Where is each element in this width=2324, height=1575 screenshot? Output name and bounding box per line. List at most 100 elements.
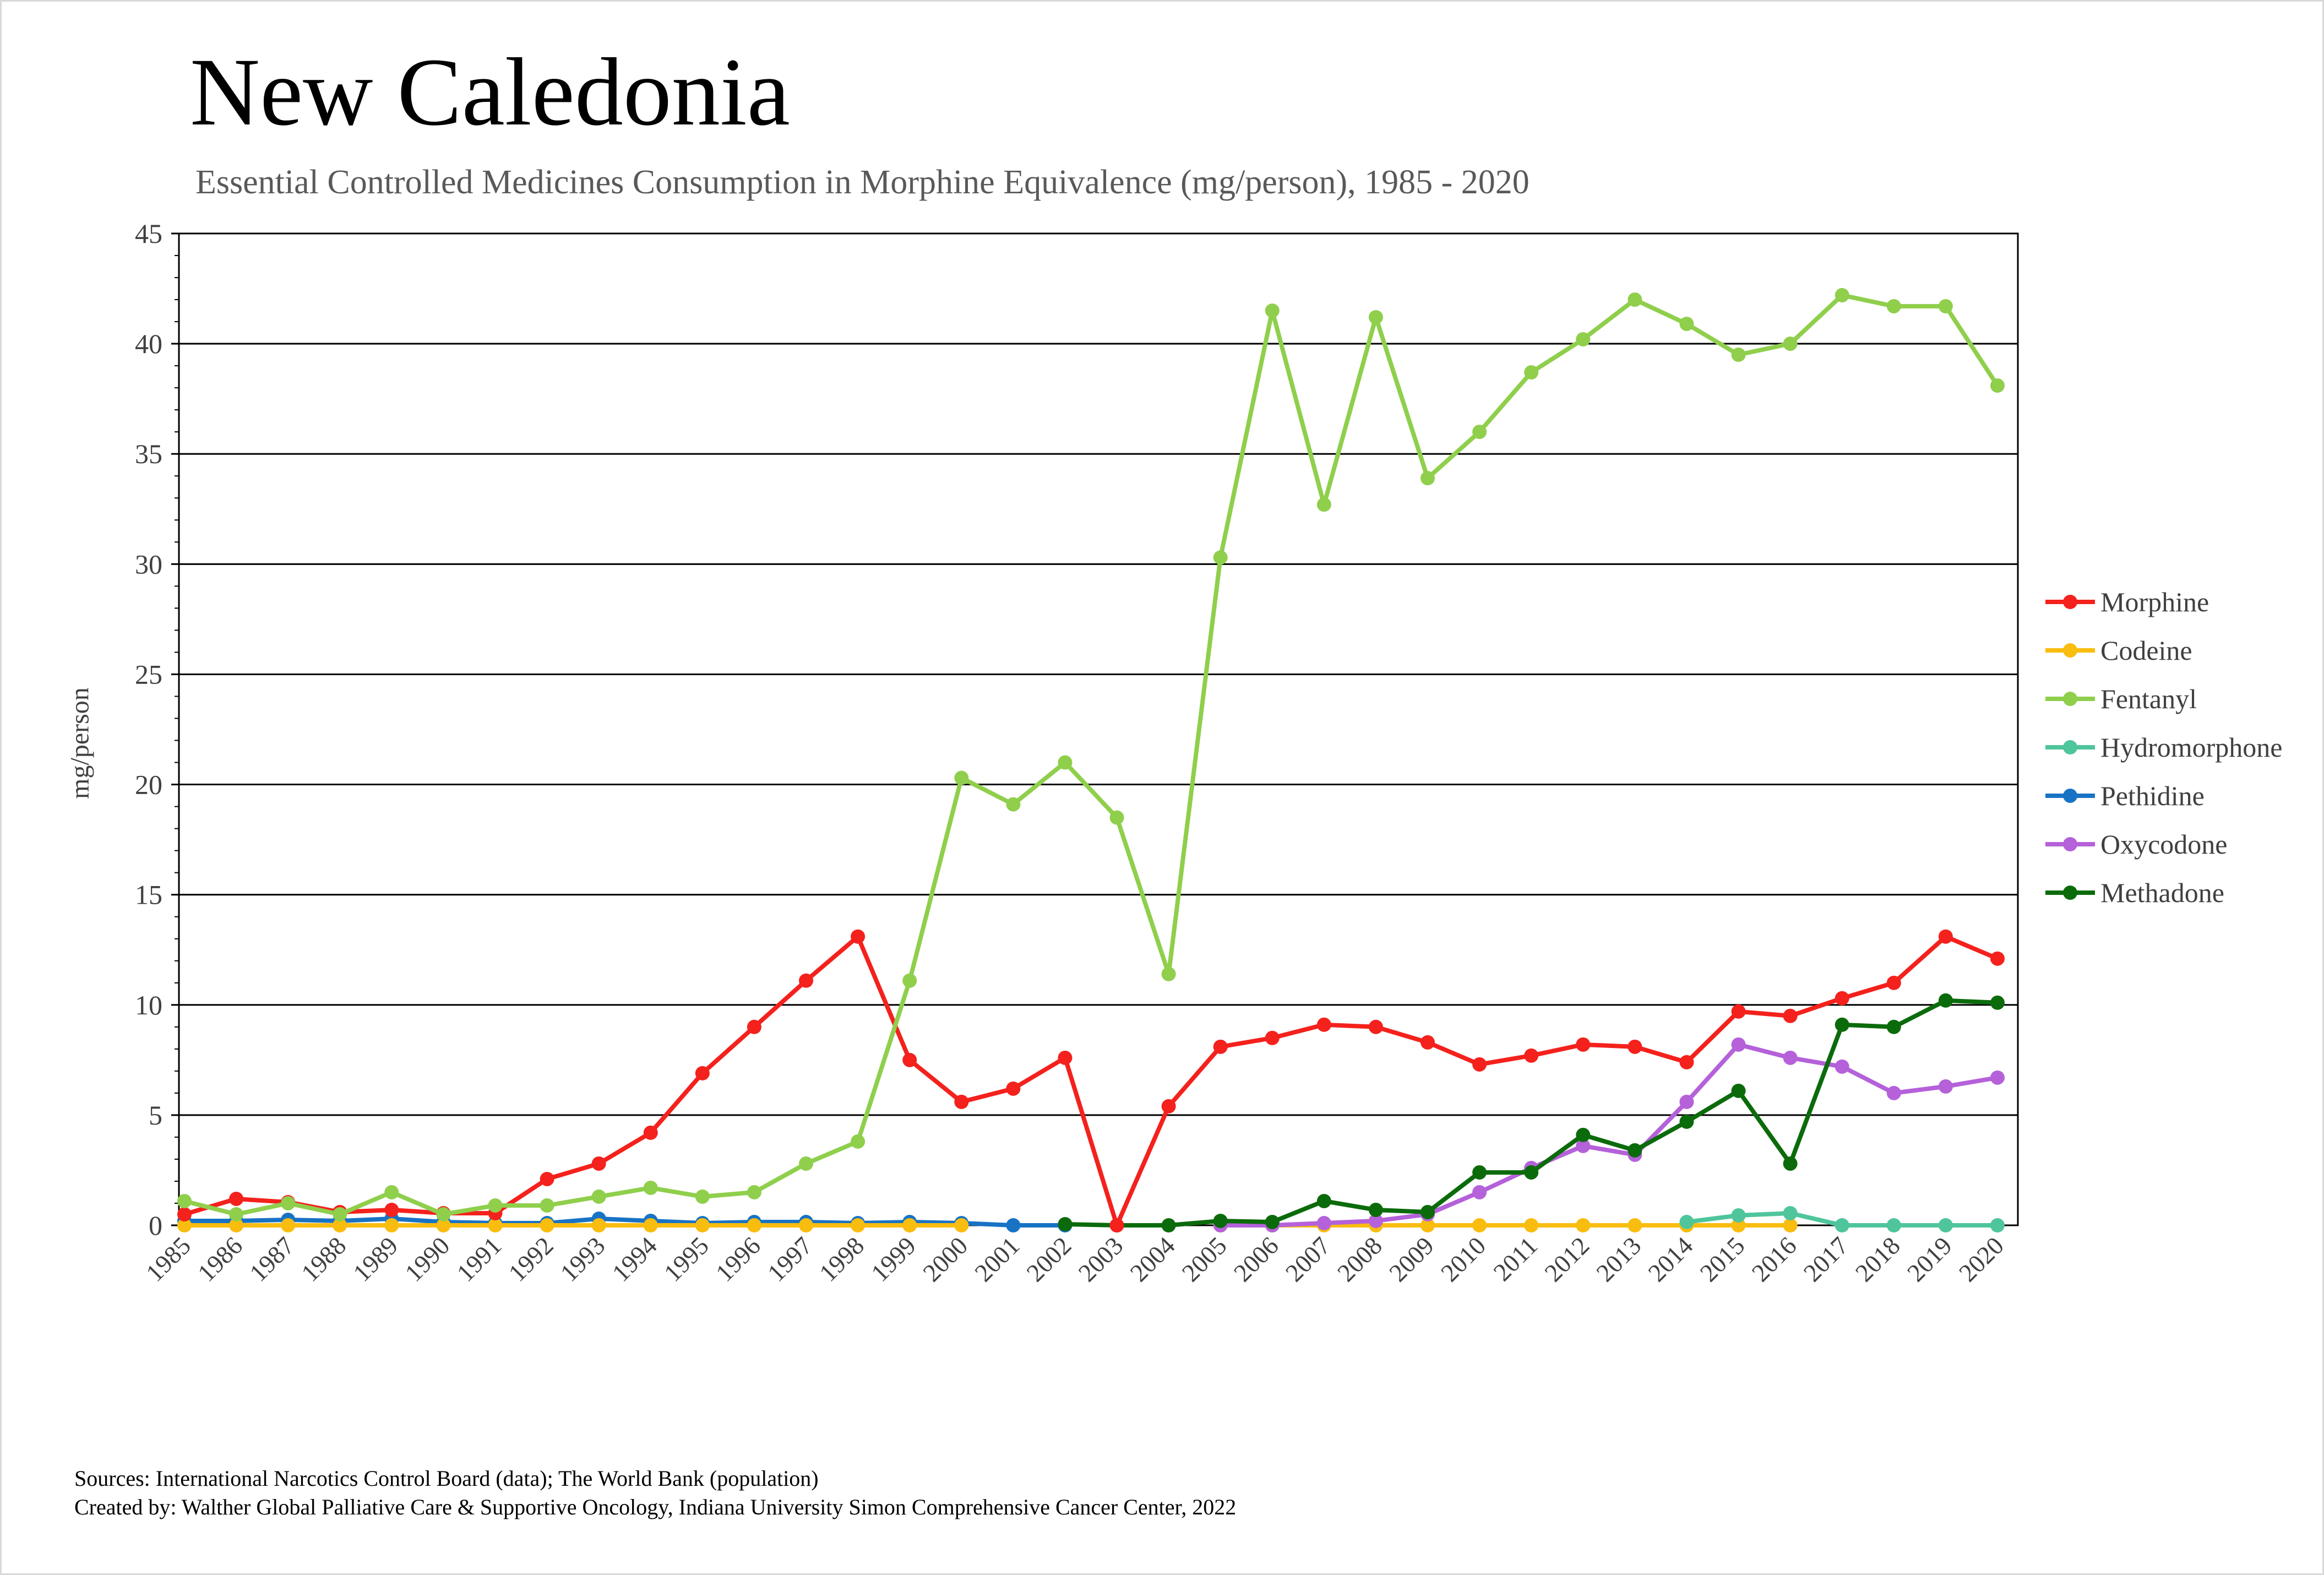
data-point-fentanyl [954, 770, 969, 785]
data-point-morphine [540, 1171, 554, 1186]
series-methadone [1058, 993, 2005, 1232]
y-tick-label: 0 [149, 1210, 162, 1241]
data-point-oxycodone [1576, 1138, 1591, 1153]
x-tick-label: 2009 [1384, 1231, 1439, 1287]
gridlines [171, 232, 2019, 1232]
chart-subtitle: Essential Controlled Medicines Consumpti… [195, 164, 1530, 201]
data-point-methadone [1938, 993, 1953, 1008]
data-point-fentanyl [436, 1207, 451, 1221]
data-point-fentanyl [1265, 303, 1280, 318]
legend: Morphine Codeine Fentanyl Hydromorphone Peth… [2045, 586, 2283, 908]
data-point-fentanyl [488, 1198, 503, 1213]
chart-title: New Caledonia [190, 39, 790, 146]
data-point-fentanyl [1472, 425, 1487, 439]
legend-label-pethidine: Pethidine [2100, 780, 2205, 811]
data-point-methadone [1679, 1114, 1694, 1129]
data-point-fentanyl [177, 1193, 192, 1208]
x-tick-label: 2014 [1642, 1231, 1698, 1287]
data-point-codeine [333, 1218, 347, 1232]
data-point-codeine [1524, 1218, 1539, 1232]
plot-area-border [178, 232, 2019, 1226]
data-point-methadone [1265, 1214, 1280, 1229]
y-tick-label: 10 [135, 990, 162, 1020]
data-point-morphine [177, 1207, 192, 1221]
data-point-fentanyl [1576, 332, 1591, 347]
legend-label-morphine: Morphine [2100, 586, 2209, 617]
data-point-morphine [902, 1052, 917, 1067]
data-point-codeine [1783, 1218, 1798, 1232]
data-point-oxycodone [1679, 1094, 1694, 1109]
series-morphine [177, 929, 2005, 1232]
data-point-morphine [1886, 975, 1901, 990]
data-point-fentanyl [1109, 810, 1124, 825]
data-point-methadone [1058, 1216, 1073, 1231]
legend-swatch-marker [2063, 740, 2077, 754]
x-tick-label: 2020 [1953, 1231, 2009, 1287]
data-point-methadone [1368, 1202, 1383, 1217]
data-point-methadone [1213, 1213, 1228, 1228]
data-point-fentanyl [1213, 550, 1228, 565]
data-point-codeine [1576, 1218, 1591, 1232]
data-point-methadone [1524, 1165, 1539, 1180]
data-point-oxycodone [1835, 1059, 1849, 1074]
data-point-morphine [1990, 951, 2005, 966]
legend-item-hydromorphone: Hydromorphone [2045, 732, 2283, 763]
data-point-methadone [1783, 1156, 1798, 1171]
data-point-fentanyl [799, 1156, 814, 1171]
data-point-morphine [1731, 1004, 1746, 1019]
data-point-codeine [1628, 1218, 1642, 1232]
series-line-fentanyl [184, 293, 2000, 1216]
x-axis-ticks: 1985198619871988198919901991199219931994… [140, 1231, 2009, 1287]
legend-swatch-marker [2063, 643, 2077, 658]
data-point-fentanyl [1938, 299, 1953, 314]
legend-label-fentanyl: Fentanyl [2100, 683, 2197, 714]
data-point-codeine [281, 1218, 296, 1232]
legend-label-codeine: Codeine [2100, 635, 2192, 666]
data-point-morphine [799, 973, 814, 988]
series-group [177, 288, 2005, 1232]
data-point-morphine [591, 1156, 606, 1171]
data-point-morphine [1265, 1030, 1280, 1045]
data-point-hydromorphone [1990, 1218, 2005, 1232]
data-point-fentanyl [1990, 378, 2005, 393]
legend-label-hydromorphone: Hydromorphone [2100, 732, 2283, 763]
data-point-oxycodone [1990, 1070, 2005, 1085]
x-tick-label: 1991 [451, 1231, 507, 1287]
legend-swatch-marker [2063, 789, 2077, 803]
y-tick-label: 5 [149, 1100, 162, 1131]
legend-swatch-marker [2063, 886, 2077, 900]
x-tick-label: 1996 [710, 1231, 766, 1287]
data-point-oxycodone [1316, 1215, 1331, 1230]
data-point-hydromorphone [1938, 1218, 1953, 1232]
y-tick-label: 20 [135, 769, 162, 800]
data-point-morphine [851, 929, 866, 944]
x-tick-label: 1989 [347, 1231, 403, 1287]
legend-swatch-marker [2063, 837, 2077, 851]
data-point-fentanyl [1679, 317, 1694, 332]
x-tick-label: 2000 [917, 1231, 973, 1287]
data-point-morphine [747, 1019, 761, 1034]
x-tick-label: 1997 [762, 1231, 818, 1287]
data-point-hydromorphone [1886, 1218, 1901, 1232]
data-point-fentanyl [851, 1134, 866, 1149]
data-point-morphine [1006, 1081, 1021, 1096]
data-point-morphine [229, 1191, 244, 1206]
x-tick-label: 1986 [192, 1231, 248, 1287]
legend-item-oxycodone: Oxycodone [2045, 829, 2228, 860]
data-point-codeine [591, 1218, 606, 1232]
legend-swatch-marker [2063, 595, 2077, 609]
data-point-oxycodone [1731, 1037, 1746, 1052]
data-point-methadone [1628, 1143, 1642, 1158]
series-fentanyl [177, 288, 2005, 1221]
data-point-fentanyl [1316, 497, 1331, 512]
x-tick-label: 1993 [555, 1231, 611, 1287]
data-point-morphine [1576, 1037, 1591, 1052]
data-point-morphine [1679, 1055, 1694, 1069]
data-point-methadone [1472, 1165, 1487, 1180]
data-point-morphine [954, 1094, 969, 1109]
data-point-fentanyl [1420, 471, 1435, 486]
x-tick-label: 2004 [1125, 1231, 1180, 1287]
series-hydromorphone [1679, 1205, 2005, 1232]
